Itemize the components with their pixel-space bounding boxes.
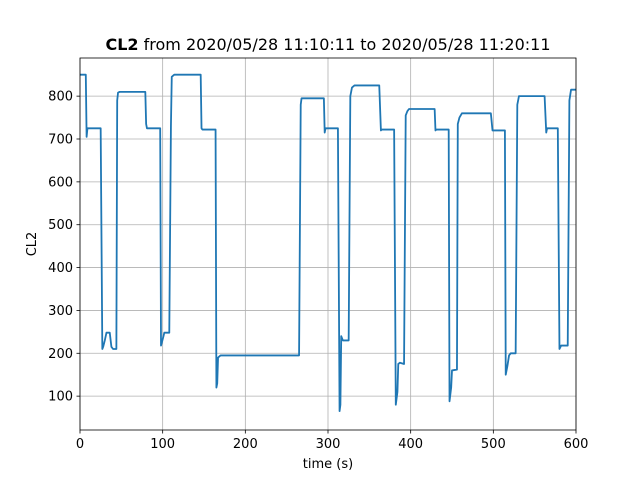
y-axis-label: CL2: [25, 232, 40, 257]
plot-frame: [79, 57, 577, 431]
x-tick-label: 0: [76, 437, 84, 452]
y-tick-label: 500: [48, 218, 73, 233]
x-tick-label: 600: [564, 437, 589, 452]
x-tick-label: 500: [481, 437, 506, 452]
line-series: [80, 73, 576, 413]
x-tick-label: 100: [150, 437, 175, 452]
y-tick-label: 700: [48, 133, 73, 148]
title-bold: CL2: [105, 35, 138, 54]
x-axis-label: time (s): [303, 457, 353, 472]
x-tick-label: 300: [316, 437, 341, 452]
y-tick-label: 300: [48, 304, 73, 319]
chart-title: CL2 from 2020/05/28 11:10:11 to 2020/05/…: [105, 35, 550, 54]
title-rest: from 2020/05/28 11:10:11 to 2020/05/28 1…: [139, 35, 551, 54]
y-tick-label: 800: [48, 90, 73, 105]
y-tick-label: 600: [48, 175, 73, 190]
x-tick-label: 200: [233, 437, 258, 452]
x-tick-label: 400: [398, 437, 423, 452]
y-tick-label: 200: [48, 347, 73, 362]
y-tick-label: 400: [48, 261, 73, 276]
y-tick-label: 100: [48, 390, 73, 405]
